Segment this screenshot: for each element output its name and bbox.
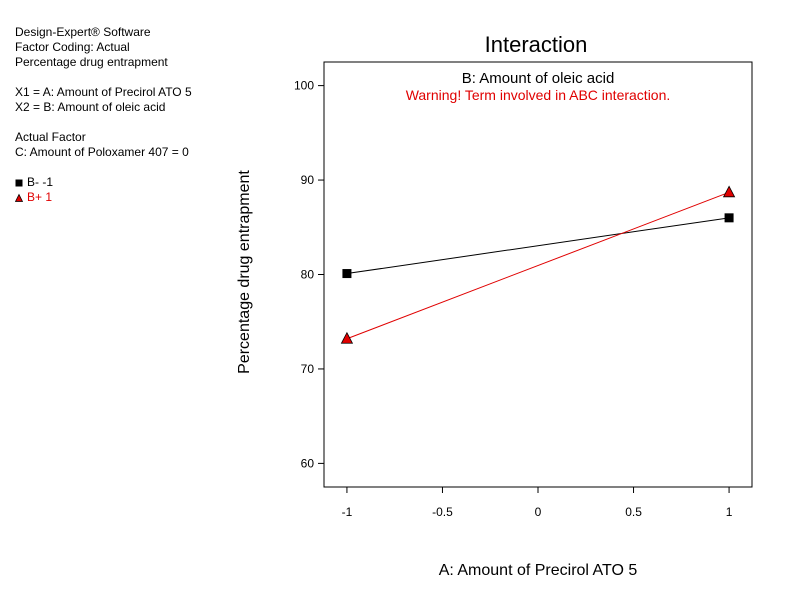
data-point-triangle xyxy=(340,331,354,344)
x-tick-label: -0.5 xyxy=(432,505,453,519)
chart-subtitle: B: Amount of oleic acid xyxy=(462,70,615,87)
x-tick-label: 0.5 xyxy=(625,505,642,519)
x-tick-label: -1 xyxy=(342,505,353,519)
y-tick-label: 100 xyxy=(294,79,314,93)
plot-frame xyxy=(323,61,753,488)
triangle-marker-icon xyxy=(15,193,23,202)
actual-factor-header: Actual Factor xyxy=(15,130,86,144)
data-point-triangle xyxy=(722,185,736,198)
x-tick-label: 0 xyxy=(535,505,542,519)
chart-warning: Warning! Term involved in ABC interactio… xyxy=(406,87,671,103)
response-label: Percentage drug entrapment xyxy=(15,55,168,69)
factor-coding-label: Factor Coding: Actual xyxy=(15,40,130,54)
y-axis: 60 70 80 90 100 xyxy=(294,79,324,470)
x-axis: -1 -0.5 0 0.5 1 xyxy=(342,487,733,519)
x-axis-label: A: Amount of Precirol ATO 5 xyxy=(439,562,638,579)
y-tick-label: 80 xyxy=(301,268,315,282)
series-line-1 xyxy=(346,217,730,275)
actual-factor-value: C: Amount of Poloxamer 407 = 0 xyxy=(15,145,189,159)
series-line-2 xyxy=(346,191,730,340)
y-tick-label: 70 xyxy=(301,362,315,376)
x-tick-label: 1 xyxy=(726,505,733,519)
data-point-square xyxy=(724,213,734,223)
chart-title: Interaction xyxy=(485,32,588,57)
software-label: Design-Expert® Software xyxy=(15,25,151,39)
legend-label-series-2: B+ 1 xyxy=(27,190,53,204)
x2-label: X2 = B: Amount of oleic acid xyxy=(15,100,166,114)
x1-label: X1 = A: Amount of Precirol ATO 5 xyxy=(15,85,192,99)
y-axis-label: Percentage drug entrapment xyxy=(236,170,253,374)
y-tick-label: 60 xyxy=(301,456,315,470)
legend-item-series-2: B+ 1 xyxy=(15,190,192,205)
data-point-square xyxy=(342,269,352,279)
legend-item-series-1: B- -1 xyxy=(15,175,192,190)
square-marker-icon xyxy=(15,179,23,186)
y-tick-label: 90 xyxy=(301,173,315,187)
info-panel: Design-Expert® Software Factor Coding: A… xyxy=(15,25,192,205)
series-layer xyxy=(340,185,736,344)
legend-label-series-1: B- -1 xyxy=(27,175,54,189)
